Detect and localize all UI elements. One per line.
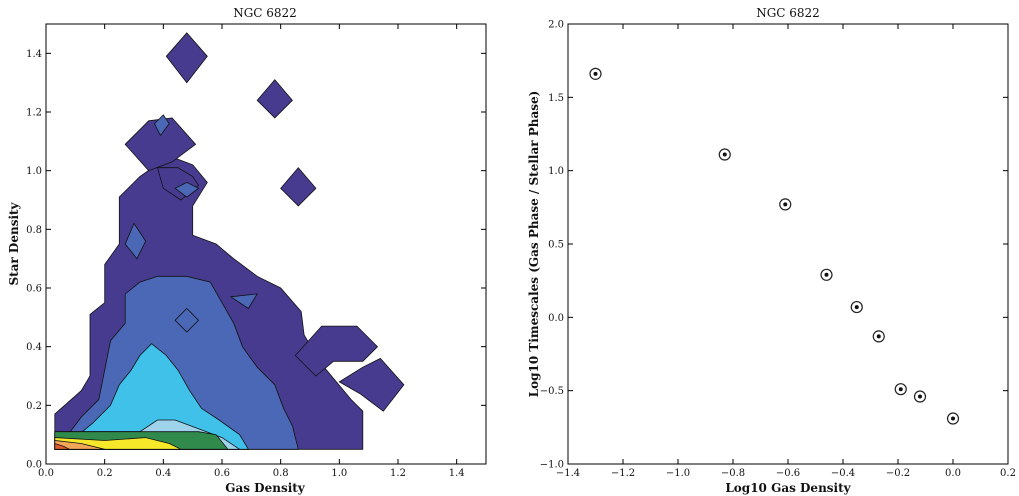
contour-chart-title: NGC 6822 <box>233 6 297 20</box>
scatter-panel: NGC 6822 −1.4 −1.2 −1.0 −0.8 −0.6 −0.4 −0.2 0.0… <box>527 6 1016 495</box>
scatter-points <box>589 67 960 425</box>
contour-x-tick-label: 0.0 <box>38 468 54 479</box>
contour-level-1-region <box>174 181 200 198</box>
scatter-x-tick-label: −0.4 <box>831 468 855 479</box>
contour-x-ticks: 0.0 0.2 0.4 0.6 0.8 1.0 1.2 1.4 <box>38 24 465 479</box>
scatter-x-tick-label: −1.0 <box>666 468 690 479</box>
scatter-chart-title: NGC 6822 <box>756 6 820 20</box>
contour-level-0-region <box>165 32 208 84</box>
scatter-plot-frame <box>567 23 1009 465</box>
scatter-x-axis-label: Log10 Gas Density <box>725 481 851 495</box>
contour-y-tick-label: 1.4 <box>26 49 42 60</box>
contour-y-axis-label: Star Density <box>7 201 21 285</box>
scatter-y-axis-label: Log10 Timescales (Gas Phase / Stellar Ph… <box>527 91 541 398</box>
contour-level-0-region <box>338 357 405 412</box>
contour-y-tick-label: 0.4 <box>26 342 42 353</box>
scatter-point-center <box>722 152 727 157</box>
scatter-y-ticks: −1.0 −0.5 0.0 0.5 1.0 1.5 2.0 <box>540 20 1008 471</box>
contour-x-tick-label: 0.2 <box>97 468 113 479</box>
contour-x-tick-label: 0.4 <box>155 468 171 479</box>
scatter-x-tick-label: 0.2 <box>1000 468 1016 479</box>
scatter-point-center <box>898 387 903 392</box>
contour-level-2-region <box>74 343 250 450</box>
contour-y-tick-label: 1.0 <box>26 166 42 177</box>
contour-level-0-region <box>124 117 197 172</box>
scatter-x-tick-label: −1.2 <box>611 468 635 479</box>
scatter-point-center <box>951 416 955 421</box>
contour-fills <box>54 32 405 450</box>
scatter-y-tick-label: 2.0 <box>548 20 564 31</box>
scatter-x-ticks: −1.4 −1.2 −1.0 −0.8 −0.6 −0.4 −0.2 0.0 0.2 <box>556 24 1016 479</box>
scatter-y-tick-label: −1.0 <box>540 460 564 471</box>
scatter-x-tick-label: −1.4 <box>556 468 580 479</box>
contour-y-tick-label: 0.6 <box>26 284 42 295</box>
scatter-y-tick-label: 1.5 <box>548 93 564 104</box>
contour-level-1-region <box>154 114 170 137</box>
scatter-y-tick-label: 1.0 <box>548 166 564 177</box>
scatter-x-tick-label: −0.8 <box>721 468 745 479</box>
contour-y-tick-label: 0.0 <box>26 460 42 471</box>
contour-x-tick-label: 0.8 <box>273 468 289 479</box>
contour-level-0-region <box>280 167 317 207</box>
scatter-x-tick-label: −0.2 <box>886 468 910 479</box>
scatter-y-tick-label: 0.0 <box>548 313 564 324</box>
scatter-x-tick-label: 0.0 <box>945 468 961 479</box>
contour-x-tick-label: 0.6 <box>214 468 230 479</box>
contour-level-1-region <box>174 307 200 333</box>
contour-y-tick-label: 0.8 <box>26 225 42 236</box>
scatter-x-tick-label: −0.6 <box>776 468 800 479</box>
contour-y-tick-label: 0.2 <box>26 401 42 412</box>
contour-y-ticks: 0.0 0.2 0.4 0.6 0.8 1.0 1.2 1.4 <box>26 49 486 471</box>
contour-level-0-region <box>256 79 293 119</box>
scatter-point-center <box>854 305 859 310</box>
scatter-point-center <box>783 202 788 207</box>
contour-panel: NGC 6822 0.0 0.2 0.4 0.6 0.8 1.0 1.2 1.4 0.0 0.2… <box>7 6 487 495</box>
contour-x-tick-label: 1.2 <box>390 468 406 479</box>
contour-y-tick-label: 1.2 <box>26 108 42 119</box>
scatter-y-tick-label: 0.5 <box>548 240 564 251</box>
contour-x-axis-label: Gas Density <box>225 481 306 495</box>
scatter-point-center <box>824 272 829 277</box>
contour-x-tick-label: 1.0 <box>331 468 347 479</box>
contour-level-1-region <box>229 293 258 310</box>
contour-level-1-region <box>124 222 147 260</box>
contour-level-0-region <box>294 325 379 377</box>
contour-level-8-region <box>54 442 70 450</box>
contour-x-tick-label: 1.4 <box>449 468 465 479</box>
scatter-point-center <box>593 71 598 76</box>
scatter-point-center <box>918 394 922 399</box>
scatter-y-tick-label: −0.5 <box>540 386 564 397</box>
contour-plot-frame <box>45 23 487 465</box>
scatter-point-center <box>876 334 881 339</box>
